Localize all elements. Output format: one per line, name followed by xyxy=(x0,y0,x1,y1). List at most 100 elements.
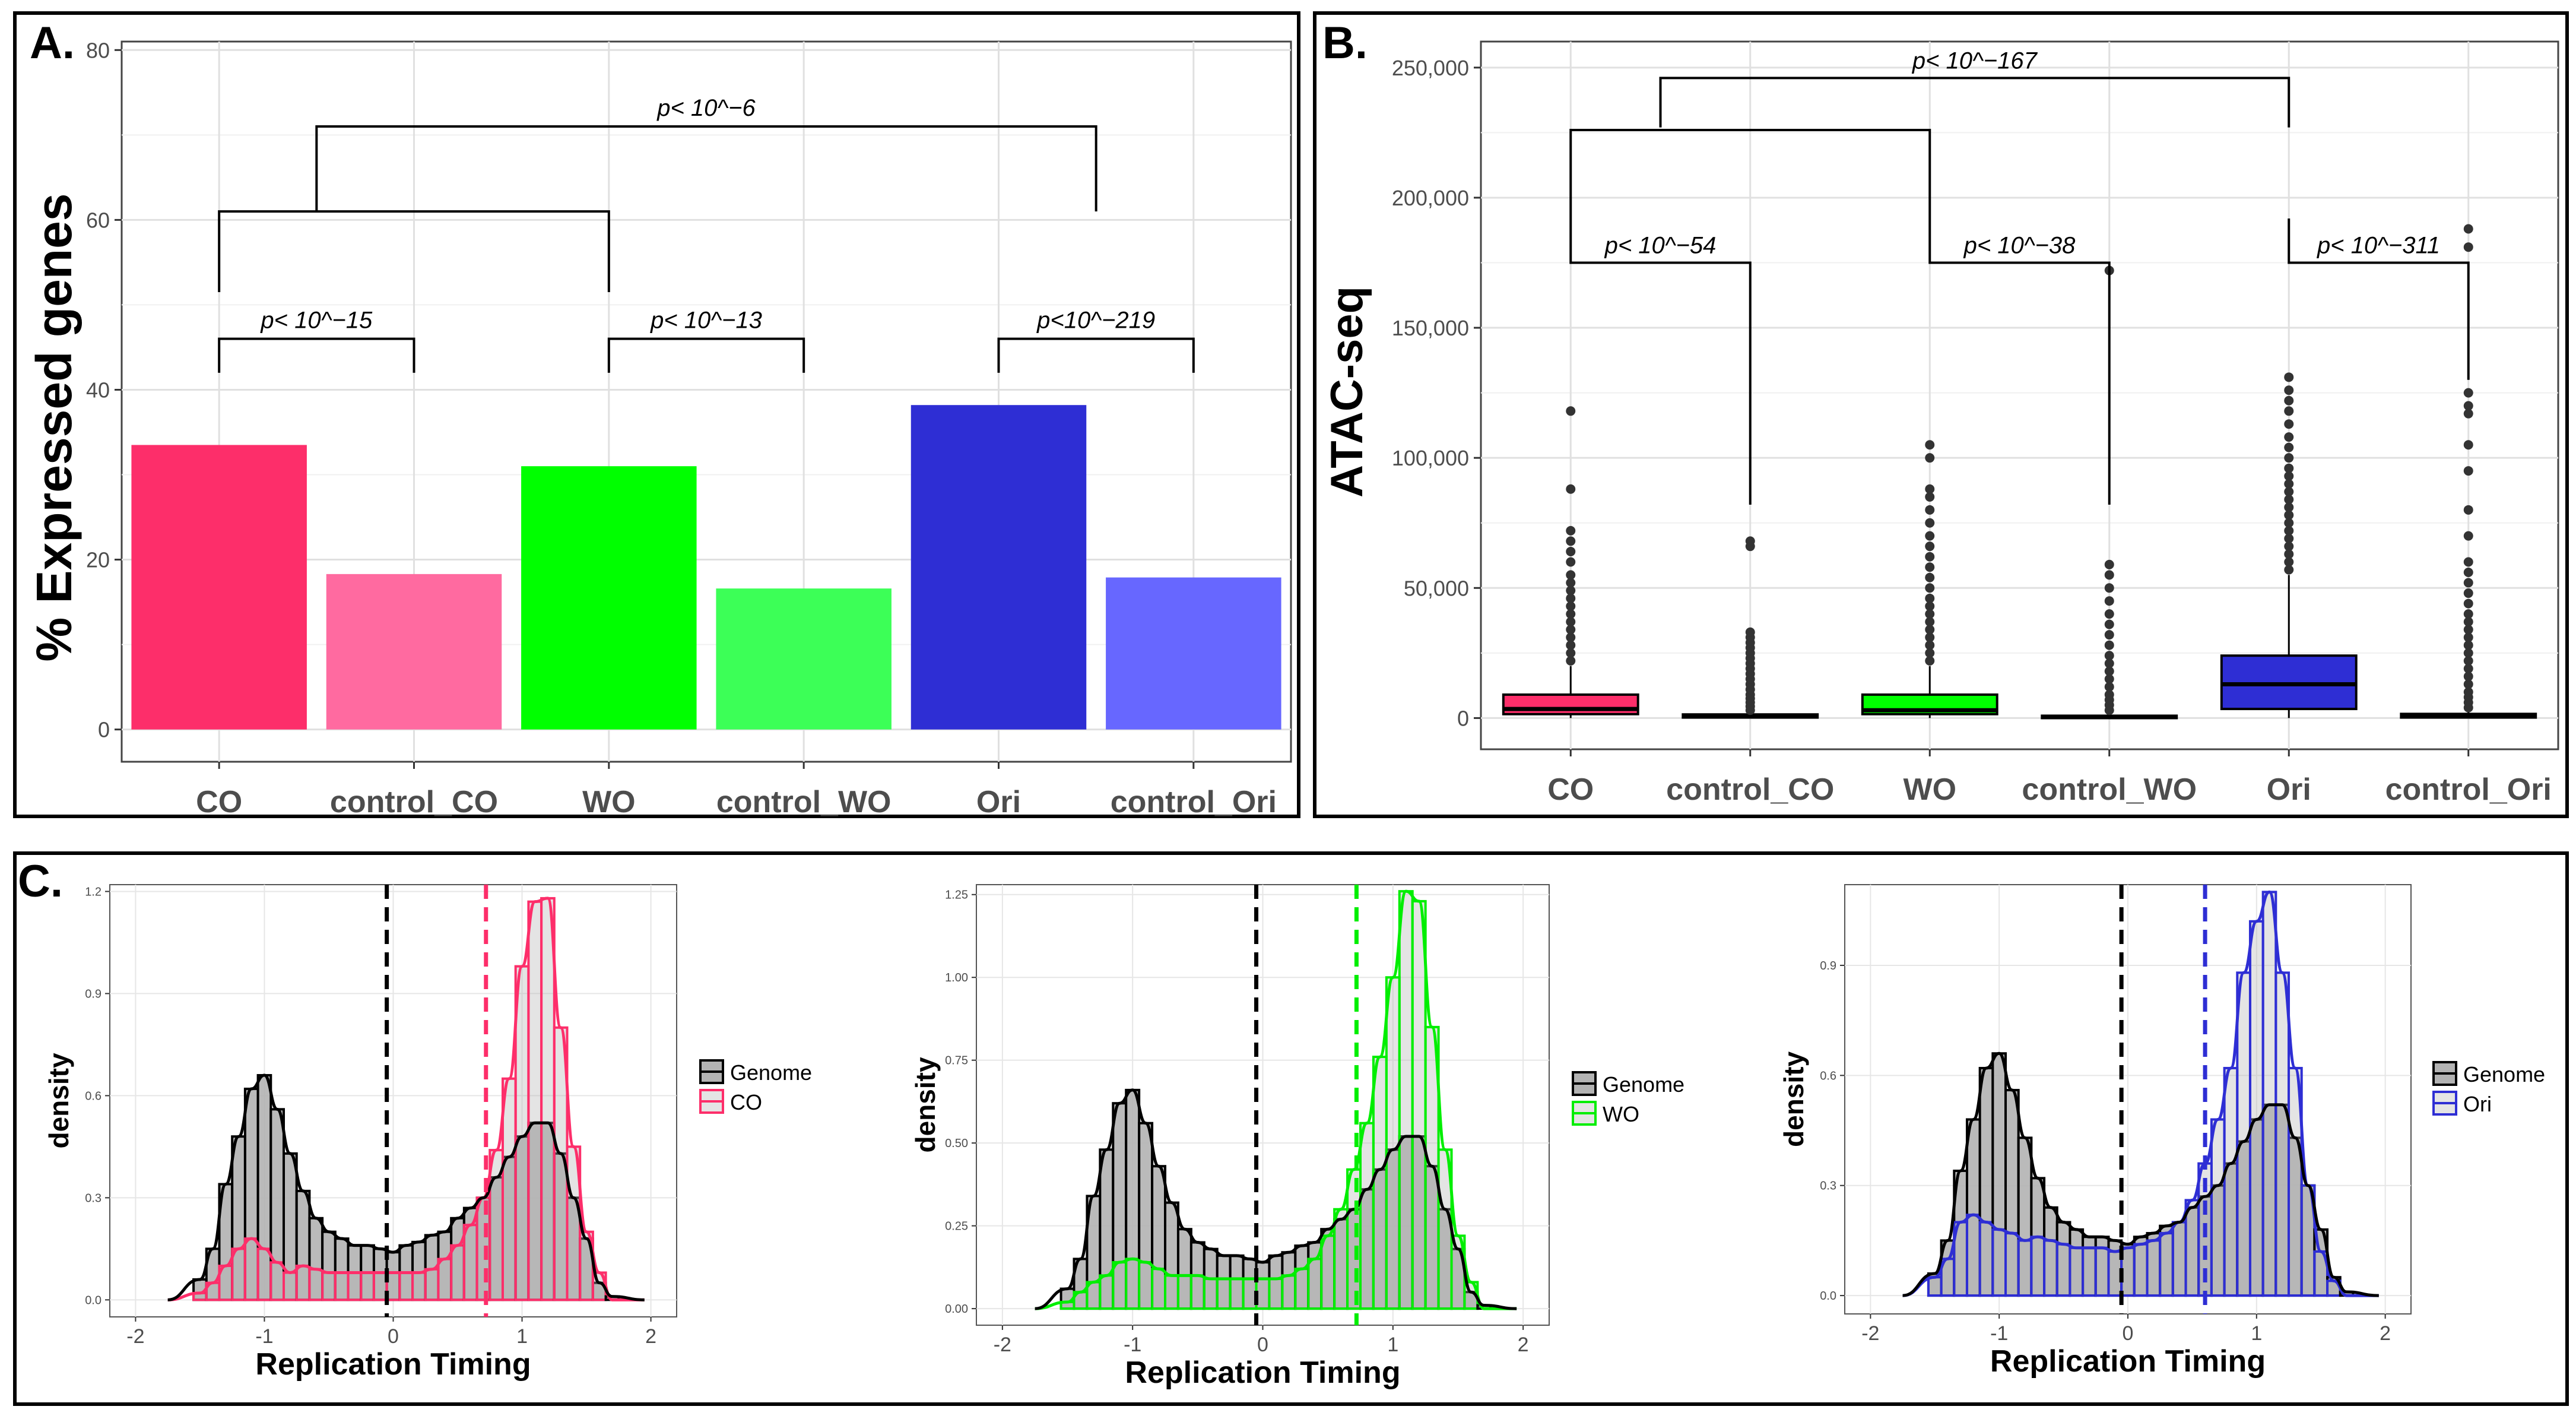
sample-histogram-bar xyxy=(1099,1274,1115,1310)
sample-histogram-bar xyxy=(269,1261,285,1301)
box-outlier xyxy=(2463,388,2473,398)
box-outlier xyxy=(1566,601,1576,611)
sample-histogram-bar xyxy=(2184,1199,2200,1297)
panel-a-y-tick-label: 0 xyxy=(98,718,110,742)
box-outlier xyxy=(1566,656,1576,666)
histogram-x-tick-label: 0 xyxy=(2123,1322,2134,1345)
bar-ori xyxy=(911,405,1087,730)
box-outlier xyxy=(2284,565,2294,575)
histogram-y-tick-label: 0.0 xyxy=(1820,1290,1836,1303)
panel-b-y-axis-title: ATAC-seq xyxy=(1322,286,1372,498)
sample-histogram-bar xyxy=(2133,1243,2149,1297)
histogram-x-tick-label: 0 xyxy=(388,1325,399,1348)
histogram-x-tick-label: 1 xyxy=(2251,1322,2262,1345)
box-outlier xyxy=(2104,596,2114,606)
box-outlier xyxy=(2104,682,2114,692)
x-tick-label-ori: Ori xyxy=(976,785,1021,819)
p-value-annotation: p< 10^−54 xyxy=(1604,233,1717,259)
box-outlier xyxy=(2463,440,2473,450)
box-outlier xyxy=(2463,625,2473,635)
sample-histogram-bar xyxy=(243,1237,259,1301)
significance-bracket xyxy=(315,125,1097,212)
box-outlier xyxy=(2284,510,2294,520)
significance-bracket xyxy=(1569,129,1931,218)
box-outlier xyxy=(2463,687,2473,697)
histogram-y-tick-label: 0.00 xyxy=(945,1303,968,1316)
box-outlier xyxy=(2104,570,2114,580)
genome-density-curve xyxy=(1902,1051,2379,1297)
sample-histogram-bar xyxy=(347,1271,363,1301)
histogram-x-tick-label: -1 xyxy=(1990,1322,2008,1345)
significance-bracket xyxy=(1928,218,2111,505)
x-tick-label-control-ori: control_Ori xyxy=(2385,772,2552,807)
sample-histogram-bar xyxy=(527,900,543,1301)
histogram-x-tick-label: 2 xyxy=(645,1325,656,1348)
histogram-y-tick-label: 1.2 xyxy=(85,885,101,898)
histogram-x-tick-label: 2 xyxy=(2380,1322,2391,1345)
histogram-y-tick-label: 0.9 xyxy=(85,987,101,1000)
sample-density-curve xyxy=(167,897,645,1301)
sample-histogram-bar xyxy=(2274,971,2291,1297)
box-outlier xyxy=(2104,559,2114,569)
histogram-y-axis-title: density xyxy=(43,1053,74,1148)
sample-histogram-bar xyxy=(1307,1258,1323,1310)
histogram-y-axis-title: density xyxy=(910,1057,941,1152)
sample-histogram-bar xyxy=(334,1271,350,1301)
panel-c-plot-ori: 0.0 0.3 0.6 0.9 -2 -1 0 1 2 Replication Timing den… xyxy=(1778,884,2545,1379)
x-tick-label-wo: WO xyxy=(582,785,636,819)
box-outlier xyxy=(1925,640,1935,650)
box-outlier xyxy=(2463,640,2473,650)
x-tick-label-co: CO xyxy=(1547,772,1594,807)
box-outlier xyxy=(2284,442,2294,452)
bar-control-co xyxy=(326,574,502,730)
sample-histogram-bar xyxy=(462,1224,478,1301)
x-tick-label-control-co: control_CO xyxy=(330,785,498,819)
sample-histogram-bar xyxy=(1385,976,1401,1310)
panel-a-border xyxy=(13,11,1300,818)
legend-genome-label: Genome xyxy=(1603,1072,1684,1097)
sample-histogram-bar xyxy=(1320,1234,1336,1310)
box-outlier xyxy=(2104,658,2114,669)
box-outlier xyxy=(2463,578,2473,588)
box-outlier xyxy=(2463,401,2473,411)
sample-histogram-bar xyxy=(360,1271,375,1301)
box-outlier xyxy=(2284,395,2294,406)
panel-b-label: B. xyxy=(1322,18,1368,68)
panel-b: B. ATAC-seq 0 50,000 100,000 150,000 200,000… xyxy=(1313,11,2569,818)
sample-density-curve xyxy=(1035,889,1517,1310)
panel-b-plot-area xyxy=(1480,40,2559,750)
sample-histogram-bar xyxy=(2017,1239,2033,1297)
p-value-annotation: p< 10^−311 xyxy=(2317,233,2440,259)
box-outlier xyxy=(2284,502,2294,512)
panel-c-label: C. xyxy=(18,856,63,907)
box-outlier xyxy=(1925,453,1935,463)
box-outlier xyxy=(1925,617,1935,627)
box-outlier xyxy=(1566,593,1576,603)
box-outlier xyxy=(1566,578,1576,588)
histogram-y-tick-label: 0.25 xyxy=(945,1220,968,1233)
panel-a-y-tick-label: 60 xyxy=(86,208,110,232)
box-outlier xyxy=(1566,648,1576,658)
box-outlier xyxy=(2463,588,2473,598)
box-outlier xyxy=(2463,632,2473,642)
box-outlier xyxy=(1925,531,1935,541)
box-outlier xyxy=(1566,406,1576,416)
box-outlier xyxy=(1925,656,1935,666)
sample-histogram-bar xyxy=(1281,1274,1297,1310)
panel-c: C. 0.0 0.3 0.6 0.9 1.2 -2 -1 0 1 2 Replication Tim… xyxy=(13,851,2569,1406)
bar-control-wo xyxy=(716,588,892,730)
box-outlier xyxy=(2284,518,2294,528)
significance-bracket xyxy=(607,337,805,373)
sample-histogram-bar xyxy=(398,1271,414,1301)
sample-histogram-bar xyxy=(540,897,556,1301)
p-value-annotation: p< 10^−38 xyxy=(1963,233,2076,259)
box-outlier xyxy=(2104,619,2114,629)
box-outlier xyxy=(2284,479,2294,489)
sample-histogram-bar xyxy=(1112,1261,1128,1310)
histogram-x-tick-label: 1 xyxy=(516,1325,528,1348)
box-outlier xyxy=(1925,552,1935,562)
significance-bracket xyxy=(2288,218,2470,380)
panel-a-significance-brackets: p< 10^−15 p< 10^−13 p<10^−219 p< 10^−6 xyxy=(218,95,1195,373)
box-outlier xyxy=(2463,408,2473,419)
